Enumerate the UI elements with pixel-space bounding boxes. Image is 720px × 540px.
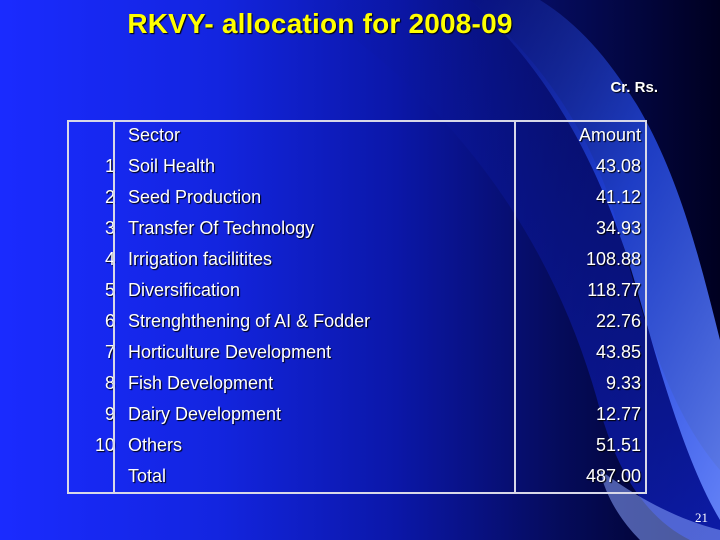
row-amount: 12.77 bbox=[595, 404, 641, 424]
table-total-row: Total 487.00 bbox=[67, 461, 647, 492]
row-number: 10 bbox=[94, 435, 115, 455]
table-row: 8 Fish Development 9.33 bbox=[67, 368, 647, 399]
table-row: 6 Strenghthening of AI & Fodder 22.76 bbox=[67, 306, 647, 337]
page-number: 21 bbox=[695, 510, 708, 525]
row-sector: Diversification bbox=[128, 280, 241, 300]
table-header-row: Sector Amount bbox=[67, 120, 647, 151]
header-amount: Amount bbox=[578, 125, 641, 145]
row-amount: 51.51 bbox=[595, 435, 641, 455]
row-amount: 41.12 bbox=[595, 187, 641, 207]
unit-label: Cr. Rs. bbox=[610, 79, 658, 96]
row-sector: Fish Development bbox=[128, 373, 274, 393]
row-number: 1 bbox=[104, 156, 115, 176]
total-label: Total bbox=[128, 466, 167, 486]
row-sector: Others bbox=[128, 435, 183, 455]
header-number bbox=[67, 120, 122, 151]
row-number: 4 bbox=[104, 249, 115, 269]
row-amount: 22.76 bbox=[595, 311, 641, 331]
allocation-table: Sector Amount 1 Soil Health 43.08 2 Seed… bbox=[67, 120, 647, 492]
row-sector: Soil Health bbox=[128, 156, 216, 176]
row-number: 5 bbox=[104, 280, 115, 300]
row-amount: 118.77 bbox=[587, 280, 641, 300]
row-amount: 34.93 bbox=[595, 218, 641, 238]
slide-title: RKVY- allocation for 2008-09 bbox=[127, 8, 513, 39]
row-number: 7 bbox=[104, 342, 115, 362]
row-sector: Irrigation facilitites bbox=[128, 249, 273, 269]
header-sector: Sector bbox=[128, 125, 181, 145]
total-number bbox=[67, 461, 122, 492]
total-amount: 487.00 bbox=[585, 466, 641, 486]
row-number: 8 bbox=[104, 373, 115, 393]
table-row: 7 Horticulture Development 43.85 bbox=[67, 337, 647, 368]
row-number: 9 bbox=[104, 404, 115, 424]
row-amount: 43.08 bbox=[595, 156, 641, 176]
row-amount: 9.33 bbox=[605, 373, 641, 393]
table-row: 1 Soil Health 43.08 bbox=[67, 151, 647, 182]
table-row: 10 Others 51.51 bbox=[67, 430, 647, 461]
row-sector: Dairy Development bbox=[128, 404, 282, 424]
row-number: 6 bbox=[104, 311, 115, 331]
table-row: 2 Seed Production 41.12 bbox=[67, 182, 647, 213]
row-amount: 108.88 bbox=[585, 249, 641, 269]
table-row: 4 Irrigation facilitites 108.88 bbox=[67, 244, 647, 275]
row-amount: 43.85 bbox=[595, 342, 641, 362]
table-row: 5 Diversification 118.77 bbox=[67, 275, 647, 306]
table-row: 9 Dairy Development 12.77 bbox=[67, 399, 647, 430]
row-sector: Transfer Of Technology bbox=[128, 218, 315, 238]
row-number: 2 bbox=[104, 187, 115, 207]
row-sector: Strenghthening of AI & Fodder bbox=[128, 311, 371, 331]
row-number: 3 bbox=[104, 218, 115, 238]
row-sector: Seed Production bbox=[128, 187, 262, 207]
row-sector: Horticulture Development bbox=[128, 342, 332, 362]
table-row: 3 Transfer Of Technology 34.93 bbox=[67, 213, 647, 244]
